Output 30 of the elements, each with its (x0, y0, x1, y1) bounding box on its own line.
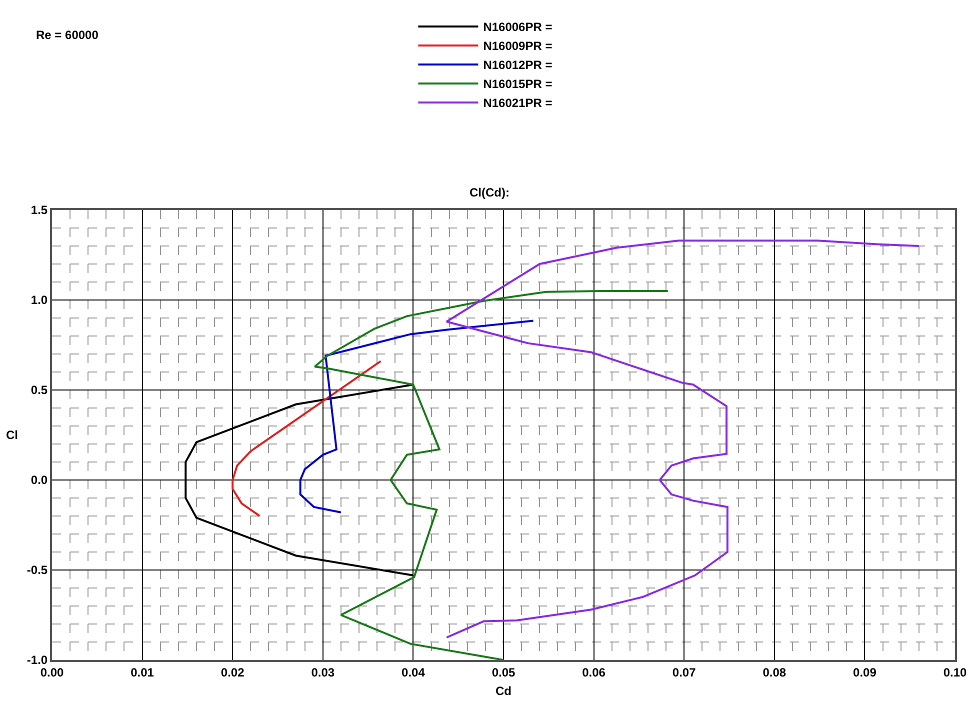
chart-title: Cl(Cd): (470, 186, 510, 200)
legend-label: N16015PR = (483, 77, 552, 92)
x-tick-label: 0.04 (402, 665, 426, 680)
y-tick-label: 0.5 (30, 383, 48, 398)
x-tick-label: 0.03 (311, 665, 335, 680)
legend-label: N16012PR = (483, 58, 552, 72)
x-tick-label: 0.01 (130, 665, 154, 680)
x-tick-label: 0.07 (672, 665, 696, 680)
y-tick-label: 0.0 (30, 473, 48, 488)
x-tick-label: 0.10 (943, 665, 967, 680)
line-series (232, 360, 382, 517)
legend-label: N16006PR = (483, 20, 552, 34)
x-tick-label: 0.05 (492, 665, 516, 680)
x-tick-label: 0.06 (582, 665, 606, 680)
line-series (446, 240, 920, 638)
y-tick-label: -0.5 (26, 563, 48, 578)
x-axis-title: Cd (496, 684, 512, 698)
x-tick-label: 0.08 (762, 665, 786, 680)
legend-label: N16021PR = (483, 96, 552, 110)
y-tick-label: 1.5 (30, 203, 48, 218)
line-series (314, 290, 669, 660)
x-tick-label: 0.00 (40, 665, 64, 680)
line-series (299, 320, 534, 514)
y-tick-label: -1.0 (26, 653, 48, 668)
text: Re = 60000 (36, 28, 99, 42)
x-tick-label: 0.02 (220, 665, 245, 680)
x-tick-label: 0.09 (853, 665, 877, 680)
y-tick-label: 1.0 (30, 293, 48, 308)
legend-label: N16009PR = (483, 39, 552, 54)
y-axis-title: Cl (6, 428, 18, 442)
